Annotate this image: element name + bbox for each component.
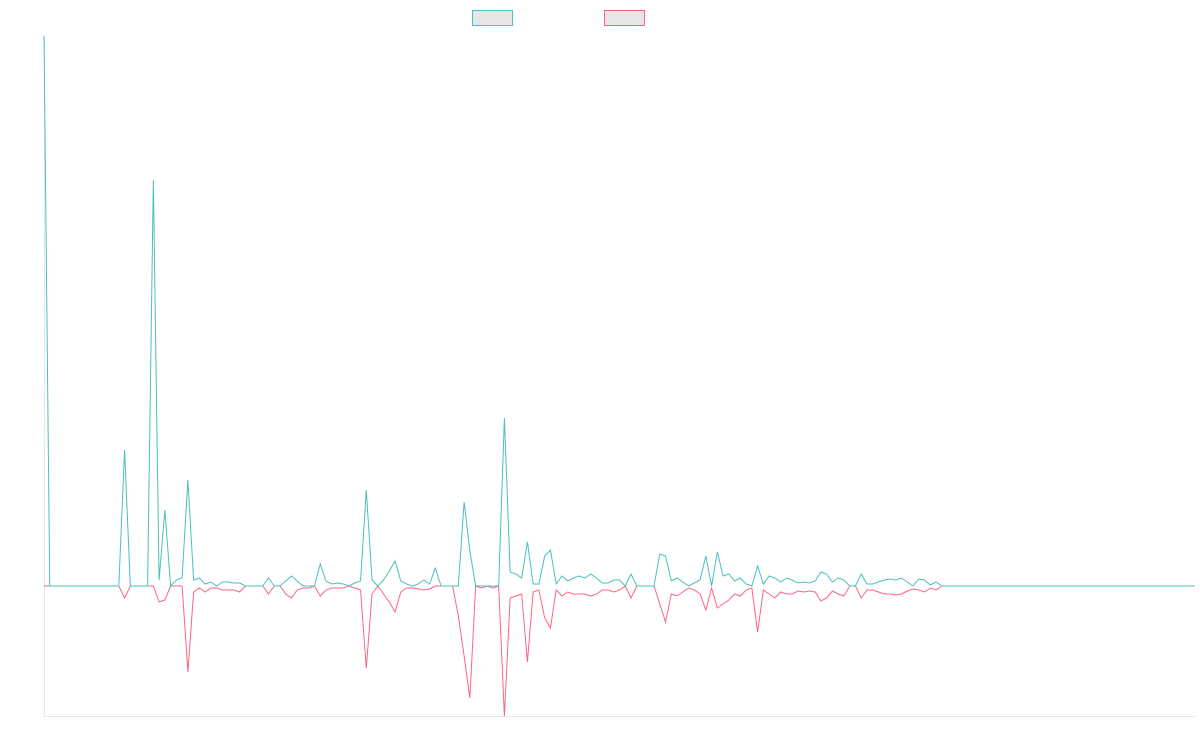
legend-swatch xyxy=(604,10,645,26)
line-series xyxy=(44,585,943,717)
legend-swatch xyxy=(472,10,513,26)
line-series xyxy=(43,35,1195,588)
